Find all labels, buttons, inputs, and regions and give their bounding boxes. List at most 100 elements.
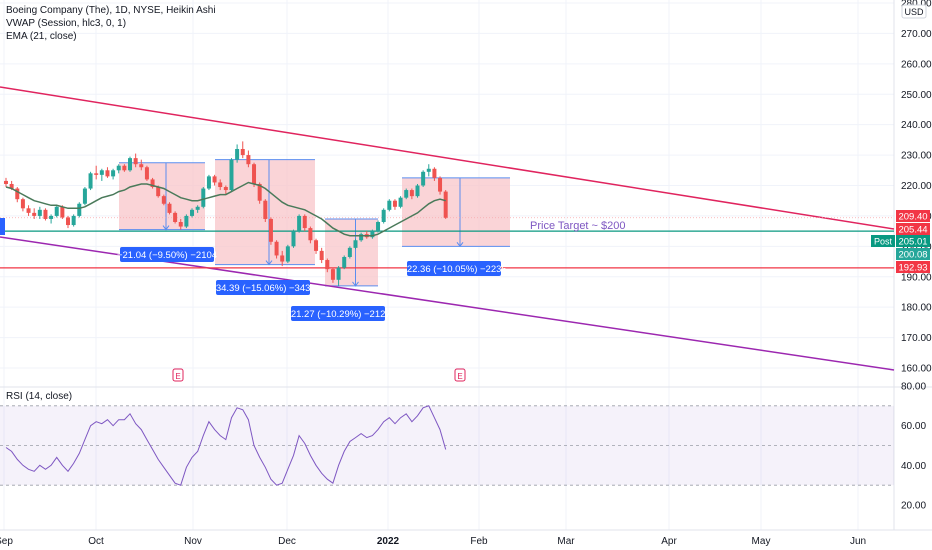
- measure-label-text: −21.04 (−9.50%) −2104: [117, 250, 217, 261]
- earnings-marker-label: E: [175, 372, 180, 381]
- candle-body: [353, 240, 358, 248]
- legend-title: Boeing Company (The), 1D, NYSE, Heikin A…: [6, 5, 216, 16]
- measure-arrow-head: [265, 260, 273, 266]
- upper-trendline: [0, 86, 895, 230]
- candle-body: [122, 165, 127, 171]
- candle-body: [111, 170, 116, 177]
- measure-box: [402, 177, 510, 247]
- candle-body: [71, 215, 76, 226]
- time-axis[interactable]: Sep Oct Nov Dec 2022 Feb Mar Apr May Jun: [0, 536, 866, 547]
- candle-body: [347, 247, 352, 257]
- price-tick-label: 240.00: [901, 120, 932, 131]
- post-label: Post: [874, 237, 893, 247]
- candle-body: [184, 215, 189, 227]
- rsi-tick-label: 20.00: [901, 501, 926, 512]
- candle-body: [325, 260, 330, 270]
- candle-body: [359, 234, 364, 241]
- candle-body: [99, 170, 104, 175]
- candle-body: [370, 231, 375, 238]
- candle-body: [229, 159, 234, 191]
- candle-body: [4, 180, 8, 184]
- legend-vwap: VWAP (Session, hlc3, 0, 1): [6, 18, 127, 29]
- price-tick-label: 170.00: [901, 333, 932, 344]
- price-tick-label: 200.00: [901, 242, 932, 253]
- candle-body: [128, 158, 133, 171]
- measure-labels: −21.04 (−9.50%) −2104 −34.39 (−15.06%) −3…: [117, 247, 507, 382]
- candle-body: [77, 203, 82, 216]
- candle-body: [9, 183, 14, 189]
- candle-body: [330, 269, 335, 280]
- candle-body: [263, 200, 268, 219]
- candle-body: [268, 218, 273, 242]
- candle-body: [398, 197, 403, 207]
- time-tick-label: Oct: [88, 536, 104, 547]
- price-label: 209.40: [898, 212, 927, 223]
- candle-body: [381, 209, 386, 222]
- candle-body: [376, 222, 381, 232]
- time-tick-label: Mar: [557, 536, 575, 547]
- candle-body: [201, 188, 206, 207]
- candle-body: [195, 206, 200, 210]
- price-tick-label: 220.00: [901, 181, 932, 192]
- candle-body: [94, 173, 99, 175]
- price-target-label: Price Target ~ $200: [530, 220, 626, 232]
- measure-arrow-head: [352, 281, 359, 287]
- legend-ema: EMA (21, close): [6, 31, 77, 42]
- price-axis[interactable]: 160.00170.00180.00190.00200.00210.00220.…: [871, 0, 932, 512]
- candle-body: [235, 149, 240, 160]
- time-tick-label: May: [752, 536, 771, 547]
- earnings-marker-label: E: [457, 372, 462, 381]
- measure-label-text: −22.36 (−10.05%) −2236: [401, 264, 506, 275]
- time-tick-label: Sep: [0, 536, 13, 547]
- candle-body: [308, 228, 313, 241]
- price-label: 200.08: [898, 250, 927, 261]
- candle-body: [173, 212, 178, 222]
- candle-body: [426, 168, 431, 172]
- price-tick-label: 190.00: [901, 272, 932, 283]
- currency-label: USD: [904, 7, 924, 17]
- price-tick-label: 180.00: [901, 303, 932, 314]
- candle-body: [432, 168, 437, 178]
- candle-body: [150, 179, 155, 188]
- candle-body: [15, 188, 20, 200]
- candle-body: [190, 209, 195, 216]
- candle-body: [26, 208, 31, 213]
- measure-arrow-head: [162, 225, 170, 231]
- candle-body: [240, 149, 245, 156]
- price-label-bg: [896, 261, 930, 273]
- rsi-line: [5, 405, 447, 486]
- candle-body: [314, 240, 319, 251]
- rsi-tick-label: 80.00: [901, 382, 926, 393]
- candle-body: [415, 185, 420, 197]
- chart-legend: Boeing Company (The), 1D, NYSE, Heikin A…: [6, 4, 216, 43]
- candles: [4, 141, 448, 286]
- price-label-bg: [896, 248, 930, 260]
- candle-body: [404, 190, 409, 198]
- candle-body: [161, 196, 166, 204]
- offscreen-label-stub: [0, 218, 5, 235]
- candle-body: [252, 164, 257, 184]
- ema-path: [5, 181, 446, 237]
- candle-body: [443, 191, 448, 218]
- candle-body: [139, 164, 144, 168]
- time-tick-label: Jun: [850, 536, 866, 547]
- candle-body: [88, 173, 93, 189]
- price-label: 192.93: [898, 263, 927, 274]
- time-tick-label: 2022: [377, 536, 400, 547]
- candle-body: [20, 199, 25, 209]
- candle-body: [206, 176, 211, 189]
- candle-body: [82, 188, 87, 204]
- rsi-pane: [0, 405, 894, 486]
- price-label-bg: [896, 223, 930, 235]
- candle-body: [257, 183, 262, 201]
- price-tick-label: 160.00: [901, 364, 932, 375]
- price-label-bg: [871, 235, 895, 247]
- candle-body: [246, 155, 251, 165]
- candle-body: [133, 158, 138, 165]
- candle-body: [156, 187, 161, 197]
- candle-body: [421, 171, 426, 186]
- candle-body: [212, 176, 217, 183]
- price-label: 205.01: [898, 237, 927, 248]
- price-label-bg: [896, 235, 930, 247]
